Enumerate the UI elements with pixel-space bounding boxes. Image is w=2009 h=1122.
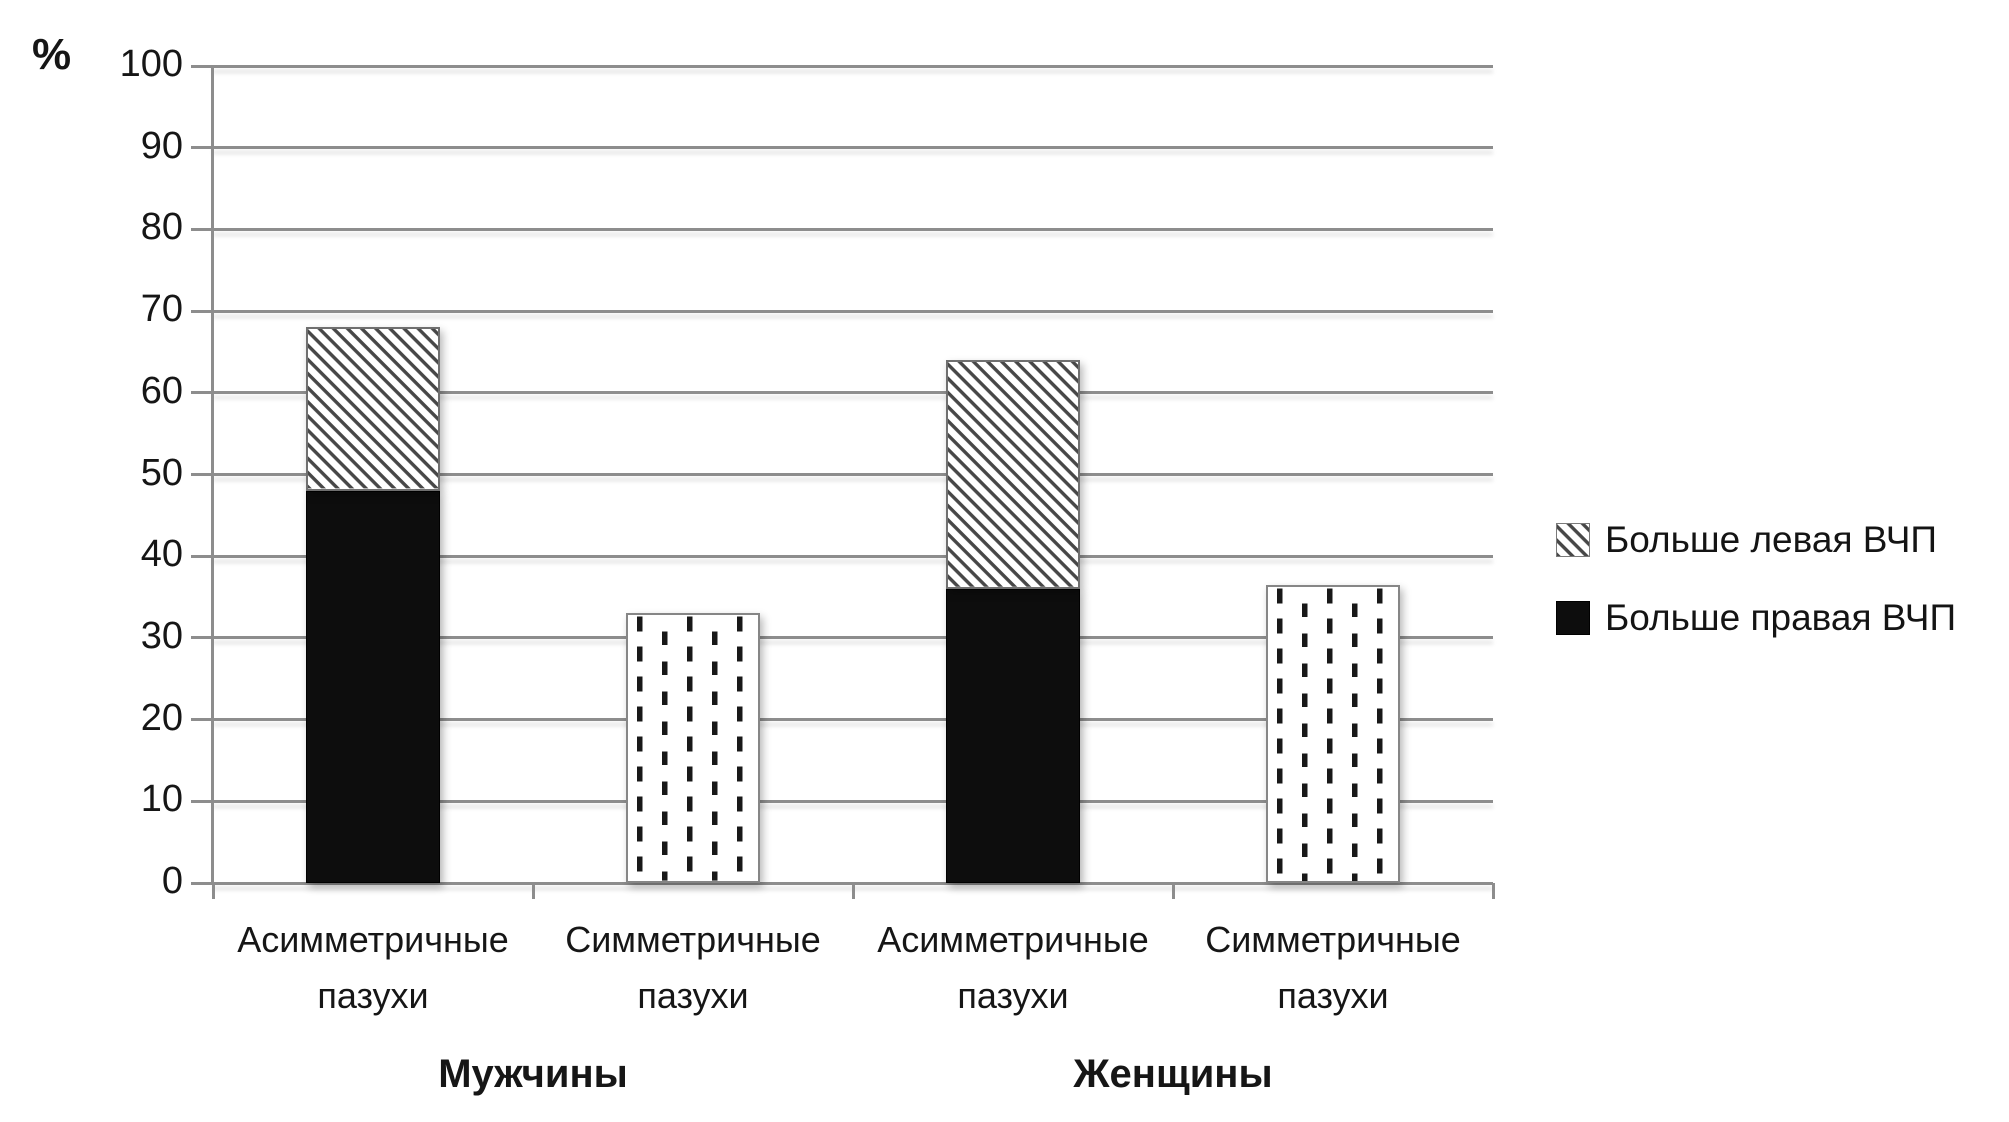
legend: Больше левая ВЧП Больше правая ВЧП (1556, 518, 1956, 674)
category-label: Симметричные пазухи (1173, 912, 1493, 1024)
legend-item-right-vchp: Больше правая ВЧП (1556, 596, 1956, 640)
category-label-line: Симметричные (565, 919, 821, 960)
y-axis-tick (191, 309, 213, 313)
bar-segment-diagonal-hatch (946, 360, 1080, 589)
category-label-line: Асимметричные (237, 919, 509, 960)
legend-item-left-vchp: Больше левая ВЧП (1556, 518, 1956, 562)
legend-swatch-diagonal-hatch (1556, 523, 1590, 557)
y-tick-label: 50 (140, 451, 183, 494)
y-axis-tick (191, 718, 213, 722)
y-tick-label: 60 (140, 369, 183, 412)
x-axis-tick (531, 883, 535, 899)
y-axis-unit-label: % (32, 30, 72, 79)
gridline (213, 473, 1493, 476)
y-axis-tick (191, 391, 213, 395)
plot-area: 0 10 20 30 40 50 60 70 80 90 100 Асимметричные пазух… (120, 43, 1495, 1096)
category-label-line: Асимметричные (877, 919, 1149, 960)
category-label: Асимметричные пазухи (853, 912, 1173, 1024)
gridline (213, 799, 1493, 803)
category-label-line: пазухи (317, 975, 429, 1016)
group-label: Мужчины (438, 1052, 628, 1096)
x-axis-tick (211, 883, 215, 899)
y-tick-label: 0 (161, 860, 183, 902)
category-label: Асимметричные пазухи (213, 912, 533, 1024)
gridline (213, 64, 1493, 68)
y-axis-tick (191, 881, 213, 885)
bar-segment-vertical-dashes (1266, 584, 1400, 883)
y-axis-tick (191, 64, 213, 68)
y-tick-label: 20 (140, 696, 183, 739)
y-axis-tick (191, 227, 213, 231)
x-axis-tick (851, 883, 855, 899)
y-tick-label: 30 (140, 614, 183, 657)
gridline (213, 636, 1493, 640)
gridline (213, 554, 1493, 558)
category-label-line: пазухи (1277, 975, 1389, 1016)
y-axis-tick (191, 636, 213, 640)
y-axis-tick (191, 554, 213, 558)
legend-swatch-solid-black (1556, 601, 1590, 635)
y-tick-label: 40 (140, 533, 183, 576)
x-axis-tick (1171, 883, 1175, 899)
bar-segment-solid-black (946, 588, 1080, 883)
bar-segment-vertical-dashes (626, 613, 760, 883)
bar-segment-diagonal-hatch (306, 327, 440, 491)
group-label: Женщины (1073, 1052, 1273, 1096)
y-axis-tick (191, 799, 213, 803)
legend-label: Больше левая ВЧП (1605, 519, 1938, 560)
gridline (213, 391, 1493, 395)
gridline (213, 146, 1493, 150)
y-tick-label: 70 (140, 288, 183, 331)
legend-label: Больше правая ВЧП (1605, 597, 1957, 638)
bar-segment-solid-black (306, 490, 440, 883)
gridline (213, 309, 1493, 313)
y-tick-label: 100 (119, 43, 183, 85)
y-tick-label: 90 (140, 124, 183, 167)
gridline (213, 227, 1493, 231)
category-label-line: Симметричные (1205, 919, 1461, 960)
y-axis-tick (191, 473, 213, 476)
y-axis-tick (191, 146, 213, 150)
gridline (213, 718, 1493, 722)
category-label-line: пазухи (637, 975, 749, 1016)
category-label-line: пазухи (957, 975, 1069, 1016)
y-tick-label: 80 (140, 206, 183, 249)
y-axis-line (211, 65, 214, 885)
y-tick-label: 10 (140, 778, 183, 821)
category-label: Симметричные пазухи (533, 912, 853, 1024)
x-axis-tick (1491, 883, 1495, 899)
